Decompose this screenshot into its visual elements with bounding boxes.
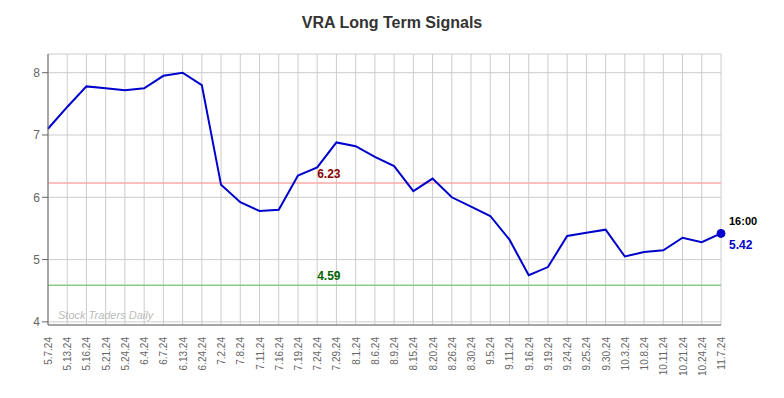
svg-text:10.3.24: 10.3.24 [620,337,631,371]
svg-text:4.59: 4.59 [317,269,341,283]
svg-text:7.8.24: 7.8.24 [235,337,246,365]
svg-text:7.24.24: 7.24.24 [312,337,323,371]
svg-text:5.13.24: 5.13.24 [62,337,73,371]
svg-text:5.7.24: 5.7.24 [43,337,54,365]
svg-text:8.15.24: 8.15.24 [408,337,419,371]
svg-text:6: 6 [33,191,40,205]
svg-text:8.6.24: 8.6.24 [370,337,381,365]
svg-text:4: 4 [33,315,40,329]
svg-text:9.24.24: 9.24.24 [562,337,573,371]
svg-text:5.16.24: 5.16.24 [81,337,92,371]
svg-text:5.24.24: 5.24.24 [120,337,131,371]
svg-text:9.5.24: 9.5.24 [485,337,496,365]
svg-text:6.4.24: 6.4.24 [139,337,150,365]
svg-text:7: 7 [33,128,40,142]
svg-text:Stock Traders Daily: Stock Traders Daily [58,309,155,321]
svg-text:8.20.24: 8.20.24 [428,337,439,371]
svg-text:8.1.24: 8.1.24 [351,337,362,365]
svg-text:8.26.24: 8.26.24 [447,337,458,371]
svg-text:7.11.24: 7.11.24 [255,337,266,370]
svg-text:9.25.24: 9.25.24 [581,337,592,371]
svg-text:10.21.24: 10.21.24 [678,337,689,376]
svg-text:9.16.24: 9.16.24 [524,337,535,371]
svg-text:9.11.24: 9.11.24 [504,337,515,370]
svg-text:6.7.24: 6.7.24 [158,337,169,365]
svg-text:5.21.24: 5.21.24 [101,337,112,371]
svg-text:9.30.24: 9.30.24 [601,337,612,371]
svg-text:16:00: 16:00 [729,215,757,227]
svg-text:8.30.24: 8.30.24 [466,337,477,371]
svg-text:6.24.24: 6.24.24 [197,337,208,371]
svg-text:6.13.24: 6.13.24 [178,337,189,371]
svg-text:5: 5 [33,253,40,267]
html-text:VRA Long Term Signals: VRA Long Term Signals [301,14,483,31]
svg-text:7.19.24: 7.19.24 [293,337,304,371]
svg-text:10.11.24: 10.11.24 [658,337,669,376]
svg-text:11.7.24: 11.7.24 [716,337,727,370]
svg-text:7.29.24: 7.29.24 [331,337,342,371]
svg-text:7.2.24: 7.2.24 [216,337,227,365]
svg-text:8.9.24: 8.9.24 [389,337,400,365]
svg-text:6.23: 6.23 [317,167,341,181]
svg-text:9.19.24: 9.19.24 [543,337,554,371]
svg-text:7.16.24: 7.16.24 [274,337,285,371]
svg-text:10.24.24: 10.24.24 [697,337,708,376]
svg-text:5.42: 5.42 [729,238,753,252]
svg-text:8: 8 [33,66,40,80]
svg-text:10.8.24: 10.8.24 [639,337,650,371]
